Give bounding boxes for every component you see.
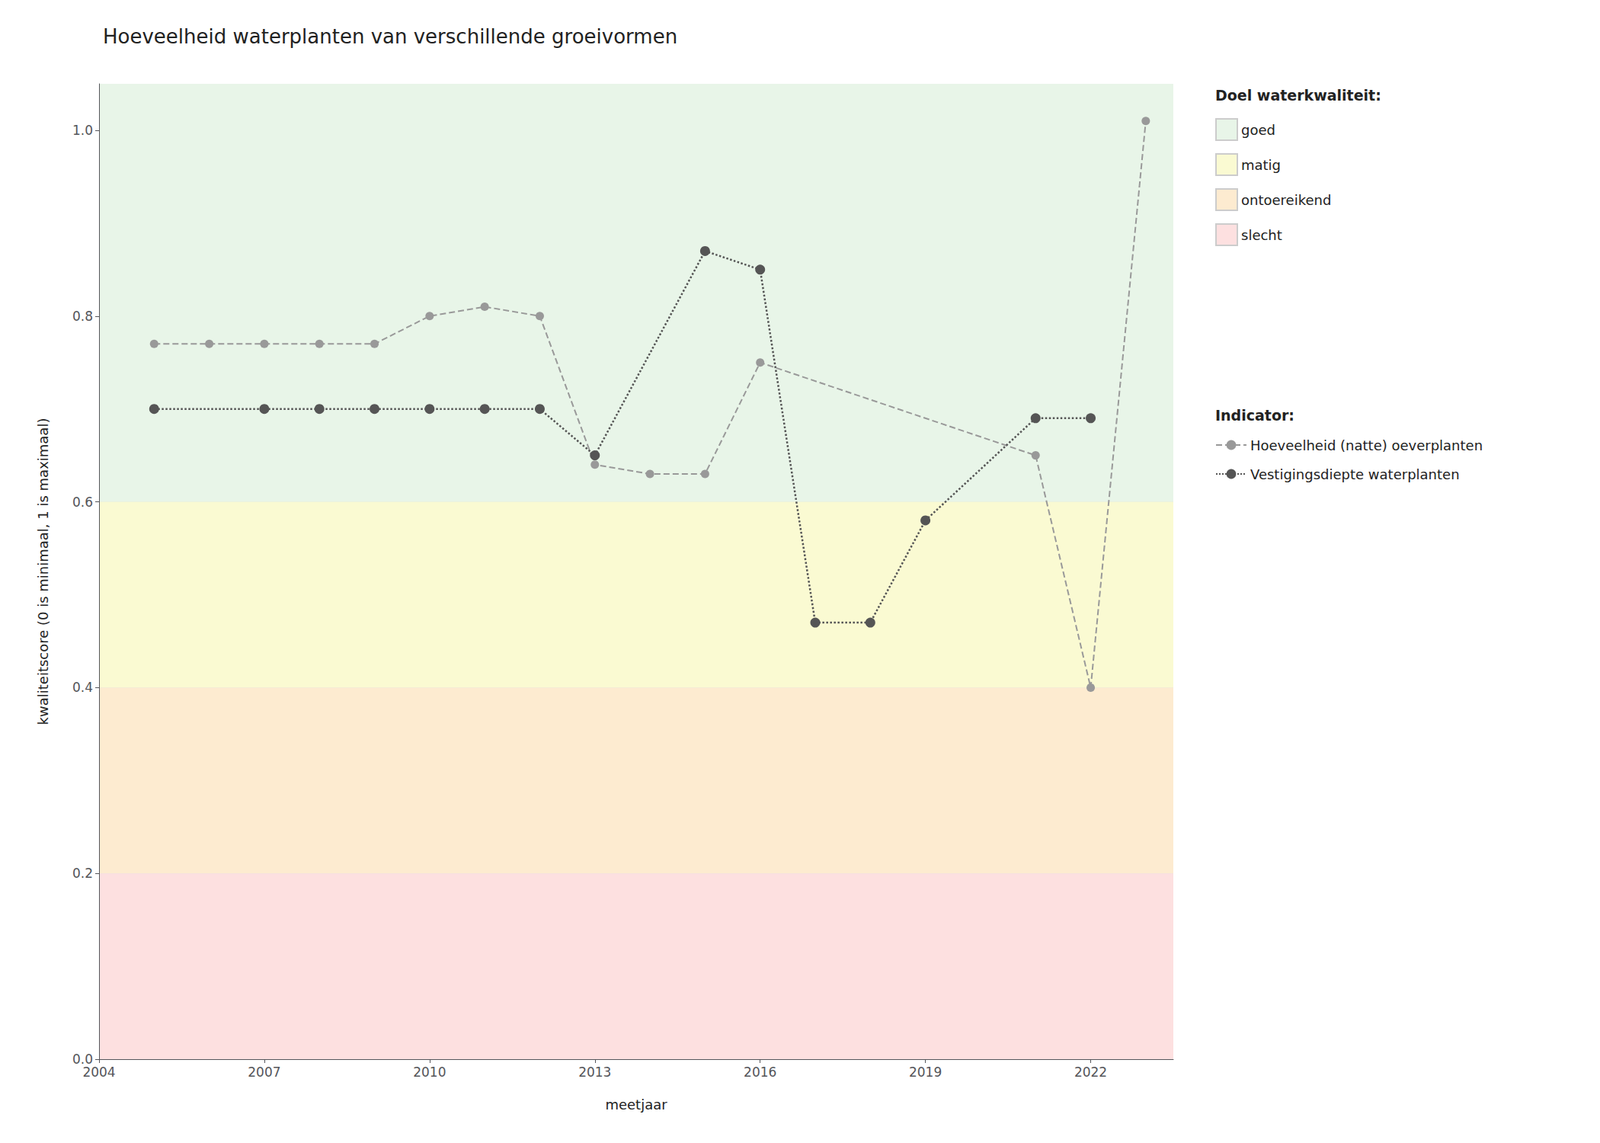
svg-text:slecht: slecht <box>1241 227 1283 244</box>
svg-text:0.4: 0.4 <box>72 679 93 695</box>
svg-text:ontoereikend: ontoereikend <box>1241 192 1332 208</box>
svg-text:Hoeveelheid (natte) oeverplant: Hoeveelheid (natte) oeverplanten <box>1250 437 1483 454</box>
svg-text:0.2: 0.2 <box>72 865 93 881</box>
svg-text:2004: 2004 <box>82 1064 116 1080</box>
svg-text:0.0: 0.0 <box>72 1051 93 1067</box>
svg-text:2007: 2007 <box>247 1064 281 1080</box>
svg-text:Doel waterkwaliteit:: Doel waterkwaliteit: <box>1215 86 1382 104</box>
svg-text:2022: 2022 <box>1074 1064 1108 1080</box>
svg-text:matig: matig <box>1241 156 1281 173</box>
svg-text:Indicator:: Indicator: <box>1215 406 1295 424</box>
svg-text:0.8: 0.8 <box>72 308 93 324</box>
svg-text:goed: goed <box>1241 121 1276 138</box>
svg-text:2016: 2016 <box>743 1064 777 1080</box>
svg-text:Hoeveelheid waterplanten van v: Hoeveelheid waterplanten van verschillen… <box>102 25 678 48</box>
svg-text:Vestigingsdiepte waterplanten: Vestigingsdiepte waterplanten <box>1250 466 1460 483</box>
svg-text:kwaliteitscore (0 is minimaal,: kwaliteitscore (0 is minimaal, 1 is maxi… <box>35 418 52 726</box>
svg-text:meetjaar: meetjaar <box>604 1096 668 1113</box>
svg-text:0.6: 0.6 <box>72 494 93 510</box>
svg-text:1.0: 1.0 <box>72 122 93 138</box>
svg-text:2010: 2010 <box>412 1064 446 1080</box>
svg-text:2019: 2019 <box>908 1064 942 1080</box>
svg-text:2013: 2013 <box>578 1064 612 1080</box>
